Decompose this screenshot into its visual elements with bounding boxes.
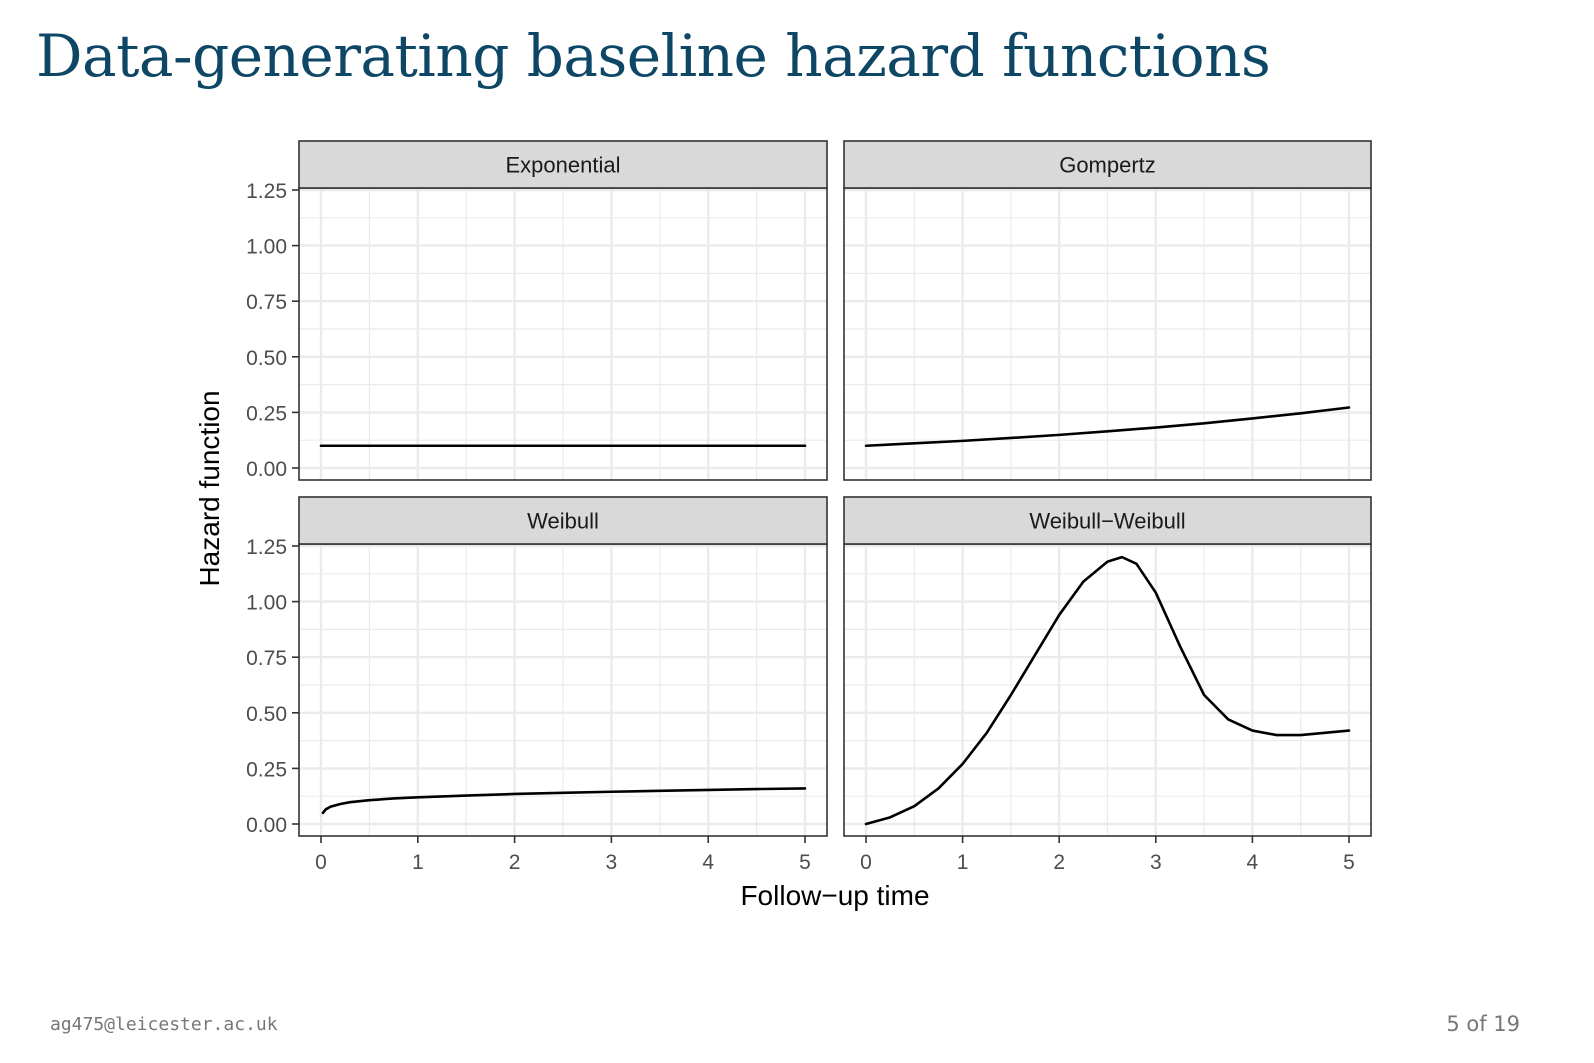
facet-strip-label: Exponential <box>506 153 621 178</box>
y-tick-label: 0.50 <box>246 347 287 370</box>
facet-strip-label: Weibull <box>527 509 599 534</box>
y-axis-title: Hazard function <box>194 390 225 586</box>
facet-strip-label: Gompertz <box>1059 153 1156 178</box>
x-tick-label: 3 <box>606 851 618 874</box>
facet-gompertz: Gompertz <box>843 140 1372 481</box>
x-tick-label: 0 <box>315 851 327 874</box>
y-tick-label: 0.50 <box>246 703 287 726</box>
x-tick-label: 2 <box>1053 851 1065 874</box>
facet-weibull-weibull: Weibull−Weibull 0 1 2 3 4 5 <box>843 496 1372 874</box>
facet-exponential: Exponential 0.00 0.25 0.50 0.75 1.00 1.25 <box>246 140 828 481</box>
x-tick-label: 5 <box>1343 851 1355 874</box>
facet-strip <box>843 496 1372 545</box>
y-tick-label: 0.75 <box>246 291 287 314</box>
y-tick-label: 1.00 <box>246 592 287 615</box>
facet-strip <box>298 496 828 545</box>
hazard-line-weibull <box>321 787 807 815</box>
x-tick-label: 3 <box>1150 851 1162 874</box>
slide-title: Data-generating baseline hazard function… <box>36 22 1271 90</box>
x-tick-label: 5 <box>799 851 811 874</box>
facet-weibull: Weibull 0.00 0.25 0.50 0.75 1.00 1.25 0 1 2 3 4 5 <box>246 496 828 874</box>
y-tick-label: 1.00 <box>246 236 287 259</box>
page-number: 5 of 19 <box>1446 1012 1520 1036</box>
facet-strip <box>843 140 1372 189</box>
y-tick-label: 0.25 <box>246 402 287 425</box>
y-tick-label: 0.75 <box>246 647 287 670</box>
hazard-line-gompertz <box>864 406 1351 448</box>
x-tick-label: 1 <box>957 851 969 874</box>
y-tick-label: 0.00 <box>246 458 287 481</box>
x-tick-label: 0 <box>860 851 872 874</box>
facet-strip <box>298 140 828 189</box>
x-tick-label: 4 <box>1247 851 1259 874</box>
x-axis-title: Follow−up time <box>740 880 929 911</box>
footer-email: ag475@leicester.ac.uk <box>50 1014 278 1035</box>
facet-strip-label: Weibull−Weibull <box>1029 509 1185 534</box>
x-tick-label: 1 <box>412 851 424 874</box>
y-tick-label: 1.25 <box>246 180 287 203</box>
y-tick-label: 1.25 <box>246 536 287 559</box>
hazard-line-weibull-weibull <box>864 555 1351 826</box>
y-tick-label: 0.00 <box>246 814 287 837</box>
x-tick-label: 2 <box>509 851 521 874</box>
y-tick-label: 0.25 <box>246 758 287 781</box>
x-tick-label: 4 <box>702 851 714 874</box>
